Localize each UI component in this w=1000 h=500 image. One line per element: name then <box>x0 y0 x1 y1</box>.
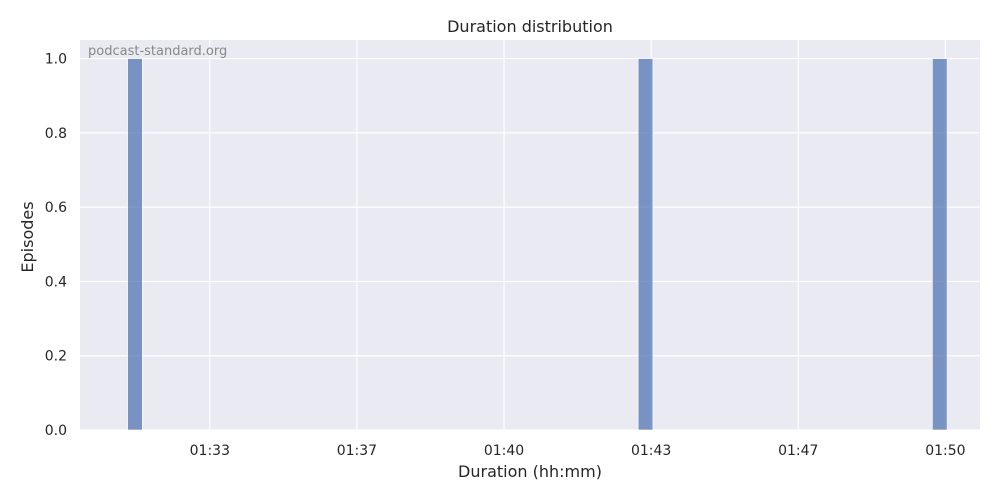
y-axis-ticks: 0.0 0.2 0.4 0.6 0.8 1.0 <box>45 52 67 439</box>
x-tick-label: 01:47 <box>778 443 818 459</box>
y-tick-label: 0.6 <box>45 200 67 216</box>
x-tick-label: 01:50 <box>925 443 965 459</box>
y-axis-label: Episodes <box>18 201 37 272</box>
x-tick-label: 01:43 <box>631 443 671 459</box>
chart-title: Duration distribution <box>447 17 613 36</box>
x-axis-ticks: 01:33 01:37 01:40 01:43 01:47 01:50 <box>190 443 966 459</box>
y-tick-label: 0.8 <box>45 126 67 142</box>
y-tick-label: 1.0 <box>45 52 67 68</box>
bars <box>127 58 948 431</box>
histogram-bar <box>637 58 654 431</box>
x-tick-label: 01:33 <box>190 443 230 459</box>
x-axis-label: Duration (hh:mm) <box>458 462 602 481</box>
histogram-bar <box>127 58 143 431</box>
y-tick-label: 0.0 <box>45 423 67 439</box>
watermark-text: podcast-standard.org <box>88 44 227 59</box>
histogram-bar <box>932 58 948 431</box>
plot-area <box>80 40 980 430</box>
y-tick-label: 0.2 <box>45 349 67 365</box>
x-tick-label: 01:37 <box>337 443 377 459</box>
y-tick-label: 0.4 <box>45 274 67 290</box>
x-tick-label: 01:40 <box>484 443 524 459</box>
